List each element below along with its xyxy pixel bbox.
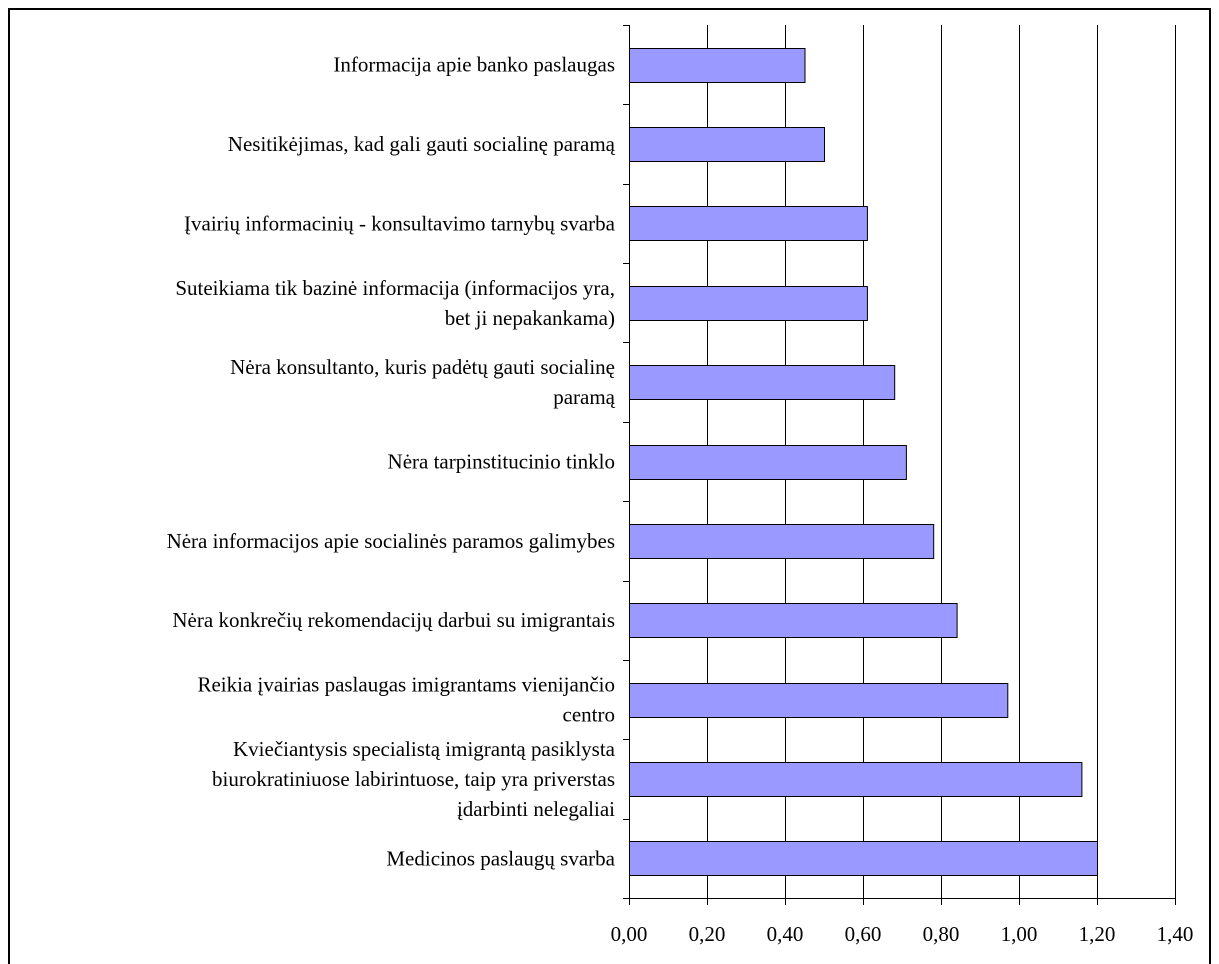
bar [629,841,1098,876]
x-tick-label: 1,40 [1157,922,1194,946]
category-label: Informacija apie banko paslaugas [333,53,615,77]
bar [629,48,806,83]
category-label-line: Nesitikėjimas, kad gali gauti socialinę … [228,132,616,156]
category-label-line: Nėra tarpinstitucinio tinklo [388,450,615,474]
category-label-line: Nėra informacijos apie socialinės paramo… [167,529,615,553]
category-label-line: paramą [553,385,615,409]
category-label-line: Informacija apie banko paslaugas [333,53,615,77]
category-label: Nėra tarpinstitucinio tinklo [388,450,615,474]
category-label-line: Suteikiama tik bazinė informacija (infor… [175,276,615,300]
category-label: Nėra konkrečių rekomendacijų darbui su i… [172,608,615,632]
x-tick-label: 0,00 [611,922,648,946]
axis-layer [623,25,1176,905]
category-label-line: įdarbinti nelegaliai [457,797,615,821]
bar [629,206,868,241]
category-label: Suteikiama tik bazinė informacija (infor… [175,276,615,330]
category-label: Medicinos paslaugų svarba [386,846,615,870]
category-label-line: Medicinos paslaugų svarba [386,846,615,870]
bar [629,365,896,400]
x-tick-label: 1,20 [1079,922,1116,946]
category-label-line: centro [563,703,615,727]
bar [629,127,825,162]
bar [629,524,935,559]
x-tick-label: 0,80 [923,922,960,946]
label-layer: Informacija apie banko paslaugas Nesitikė… [167,53,616,871]
category-label-line: Nėra konkrečių rekomendacijų darbui su i… [172,608,615,632]
bar [629,603,958,638]
category-label-line: Reikia įvairias paslaugas imigrantams vi… [197,673,615,697]
bar [629,762,1083,797]
x-tick-label: 1,00 [1001,922,1038,946]
bar [629,445,907,480]
category-label-line: Nėra konsultanto, kuris padėtų gauti soc… [230,355,615,379]
chart-frame [8,8,1211,964]
category-label-line: Kviečiantysis specialistą imigrantą pasi… [233,737,616,761]
tick-layer: 0,00 0,20 0,40 0,60 0,80 1,00 1,20 1,40 [611,922,1194,946]
category-label-line: Įvairių informacinių - konsultavimo tarn… [184,211,616,235]
category-label: Kviečiantysis specialistą imigrantą pasi… [212,737,616,821]
x-tick-label: 0,40 [767,922,804,946]
category-label: Nesitikėjimas, kad gali gauti socialinę … [228,132,616,156]
bar [629,683,1009,718]
x-tick-label: 0,20 [689,922,726,946]
category-label: Įvairių informacinių - konsultavimo tarn… [184,211,616,235]
category-label: Nėra informacijos apie socialinės paramo… [167,529,615,553]
category-label-line: biurokratiniuose labirintuose, taip yra … [212,767,615,791]
category-label: Nėra konsultanto, kuris padėtų gauti soc… [230,355,616,409]
category-label: Reikia įvairias paslaugas imigrantams vi… [197,673,615,727]
category-label-line: bet ji nepakankama) [445,306,615,330]
x-tick-label: 0,60 [845,922,882,946]
bar [629,286,868,321]
